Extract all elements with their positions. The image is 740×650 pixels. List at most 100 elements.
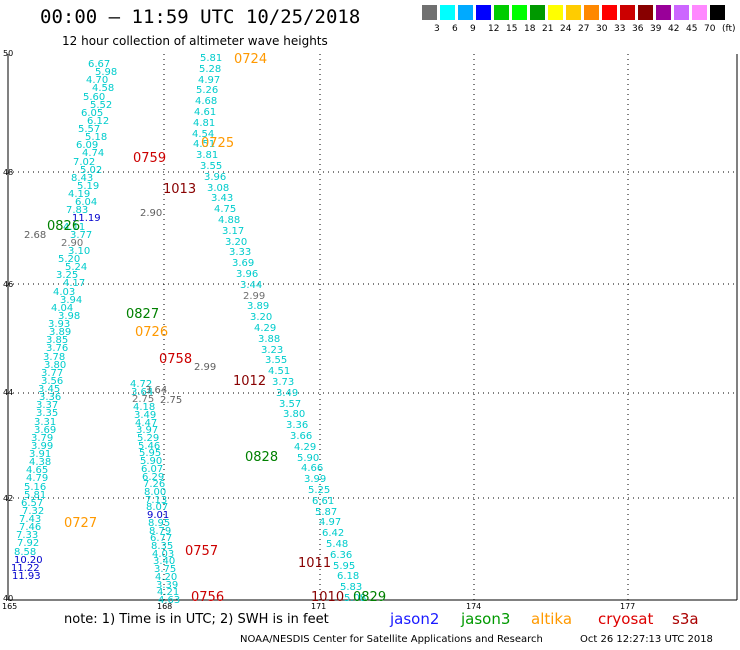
color-swatch <box>584 5 599 20</box>
longitude-label: 165 <box>2 602 18 611</box>
wave-height-value: 4.70 <box>86 75 109 86</box>
longitude-label: 174 <box>466 602 482 611</box>
legend-item-altika: altika <box>531 610 573 628</box>
chart-title: 00:00 – 11:59 UTC 10/25/2018 <box>40 6 361 28</box>
wave-height-value: 6.12 <box>87 116 110 127</box>
wave-height-value: 7.92 <box>17 538 40 549</box>
wave-height-value: 6.07 <box>141 464 164 475</box>
latitude-label: 42 <box>3 494 14 503</box>
wave-height-value: 3.08 <box>207 183 230 194</box>
wave-height-value: 4.61 <box>194 107 217 118</box>
wave-height-value: 4.68 <box>195 96 218 107</box>
wave-height-value: 5.24 <box>65 262 88 273</box>
chart-subtitle: 12 hour collection of altimeter wave hei… <box>62 34 328 48</box>
color-swatch <box>422 5 437 20</box>
wave-height-value: 3.97 <box>136 425 159 436</box>
wave-height-value: 4.11 <box>63 222 86 233</box>
wave-height-value: 2.99 <box>243 291 266 302</box>
wave-height-value: 2.90 <box>61 238 84 249</box>
wave-height-value: 5.83 <box>340 582 363 593</box>
wave-height-value: 7.33 <box>16 530 39 541</box>
pass-time-label: 0758 <box>159 352 193 367</box>
pass-time-label: 0727 <box>64 516 98 531</box>
wave-height-value: 5.29 <box>137 433 160 444</box>
color-scale-label: 9 <box>470 24 476 34</box>
wave-height-value: 3.25 <box>56 270 79 281</box>
wave-height-value: 3.80 <box>283 409 306 420</box>
wave-height-value: 6.42 <box>322 528 345 539</box>
wave-height-value: 10.20 <box>14 555 43 566</box>
wave-height-value: 5.60 <box>83 92 106 103</box>
color-scale-label: 15 <box>506 24 518 34</box>
wave-height-value: 6.18 <box>337 571 360 582</box>
wave-height-value: 4.47 <box>135 418 158 429</box>
color-scale-label: 6 <box>452 24 458 34</box>
color-swatch <box>440 5 455 20</box>
wave-height-value: 4.65 <box>26 465 49 476</box>
wave-height-value: 4.03 <box>53 287 76 298</box>
wave-height-value: 11.19 <box>72 213 101 224</box>
color-scale-label: 39 <box>650 24 662 34</box>
color-scale-label: 21 <box>542 24 554 34</box>
wave-height-value: 7.13 <box>145 495 168 506</box>
wave-height-value: 4.51 <box>193 139 216 150</box>
wave-height-value: 8.35 <box>151 541 174 552</box>
wave-height-value: 5.90 <box>297 453 320 464</box>
wave-height-value: 6.29 <box>142 472 165 483</box>
timestamp-text: Oct 26 12:27:13 UTC 2018 <box>580 634 713 645</box>
color-scale-label: 12 <box>488 24 500 34</box>
wave-height-value: 4.18 <box>133 402 156 413</box>
wave-height-value: 5.02 <box>80 165 103 176</box>
wave-height-value: 3.33 <box>229 247 252 258</box>
wave-height-value: 4.38 <box>29 457 52 468</box>
wave-height-value: 5.90 <box>140 456 163 467</box>
color-scale-label: 27 <box>578 24 590 34</box>
wave-height-value: 6.04 <box>75 197 98 208</box>
wave-height-value: 3.17 <box>222 226 245 237</box>
wave-height-value: 3.85 <box>46 335 69 346</box>
wave-height-value: 3.20 <box>225 237 248 248</box>
latitude-label: 50 <box>3 49 14 58</box>
wave-height-value: 4.58 <box>92 83 115 94</box>
color-scale-label: 33 <box>614 24 626 34</box>
wave-height-value: 3.89 <box>247 301 270 312</box>
wave-height-value: 3.20 <box>250 312 273 323</box>
wave-height-value: 5.08 <box>344 593 367 604</box>
pass-time-label: 0756 <box>191 590 225 605</box>
color-scale-label: 3 <box>434 24 440 34</box>
wave-height-value: 3.94 <box>60 295 83 306</box>
color-scale-label: 42 <box>668 24 680 34</box>
wave-height-value: 3.73 <box>272 377 295 388</box>
pass-time-label: 0724 <box>234 52 268 67</box>
wave-height-value: 4.75 <box>214 204 237 215</box>
color-swatch <box>530 5 545 20</box>
wave-height-value: 7.46 <box>19 522 42 533</box>
wave-height-value: 3.39 <box>156 580 179 591</box>
legend-item-cryosat: cryosat <box>598 610 654 628</box>
wave-height-value: 9.01 <box>147 510 170 521</box>
credit-text: NOAA/NESDIS Center for Satellite Applica… <box>240 634 543 645</box>
wave-height-value: 6.05 <box>81 108 104 119</box>
wave-height-value: 2.68 <box>24 230 47 241</box>
wave-height-value: 4.81 <box>193 118 216 129</box>
wave-height-value: 8.07 <box>146 502 169 513</box>
wave-height-value: 6.09 <box>76 140 99 151</box>
pass-time-label: 0759 <box>133 151 167 166</box>
wave-height-value: 3.99 <box>31 441 54 452</box>
wave-height-value: 3.77 <box>41 368 64 379</box>
color-scale-label: 36 <box>632 24 644 34</box>
wave-height-value: 3.75 <box>154 564 177 575</box>
wave-height-value: 2.90 <box>140 208 163 219</box>
wave-height-value: 5.95 <box>139 448 162 459</box>
wave-height-value: 3.81 <box>196 150 219 161</box>
wave-height-value: 5.81 <box>24 490 47 501</box>
wave-height-value: 3.91 <box>29 449 52 460</box>
pass-time-label: 0828 <box>245 450 279 465</box>
wave-height-value: 5.52 <box>90 100 113 111</box>
note-text: note: 1) Time is in UTC; 2) SWH is in fe… <box>64 612 329 627</box>
pass-time-label: 1010 <box>311 590 345 605</box>
wave-height-value: 8.00 <box>144 487 167 498</box>
color-scale-label: 45 <box>686 24 698 34</box>
wave-height-value: 3.37 <box>36 400 59 411</box>
wave-height-value: 3.57 <box>279 399 302 410</box>
